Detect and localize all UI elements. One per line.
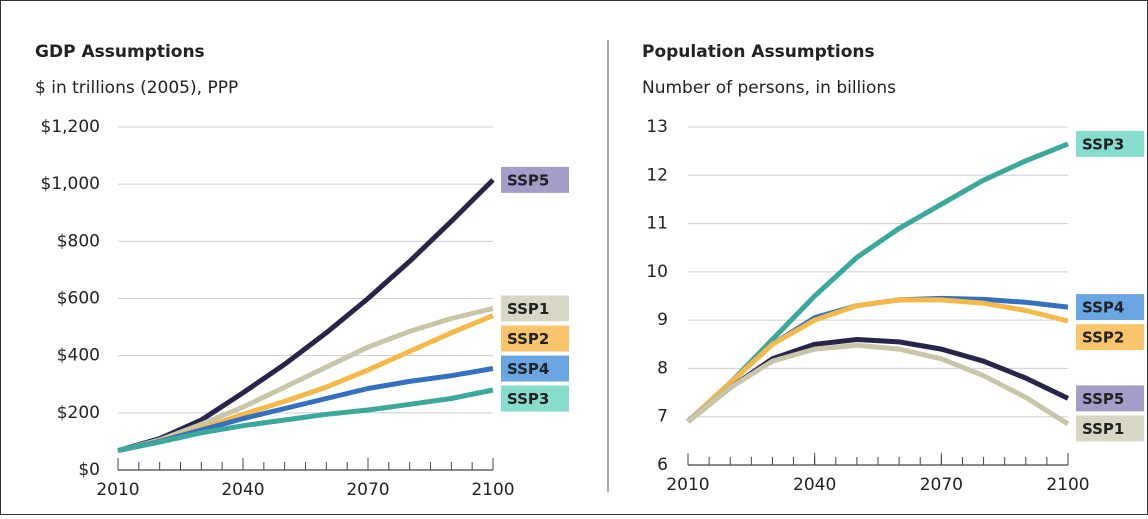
chart-subtitle: Number of persons, in billions [642,78,896,98]
y-tick-label: $400 [57,346,100,366]
legend-label: SSP4 [507,360,549,378]
y-tick-label: $1,000 [41,174,100,194]
legend-swatch [501,355,569,382]
legend-swatch [1076,324,1144,351]
series-line [686,342,1070,427]
legend-label: SSP4 [1082,299,1124,317]
y-tick-label: 10 [646,262,668,282]
x-tick-label: 2040 [793,475,836,495]
legend-label: SSP5 [1082,390,1124,408]
x-tick-label: 2010 [96,480,139,500]
legend-label: SSP2 [1082,329,1124,347]
y-tick-label: 6 [657,455,668,475]
legend-swatch [1076,294,1144,321]
legend-label: SSP1 [1082,420,1124,438]
legend-swatch [1076,385,1144,412]
x-tick-label: 2070 [920,475,963,495]
chart-subtitle: $ in trillions (2005), PPP [35,78,238,98]
x-tick-label: 2100 [1046,475,1089,495]
x-tick-label: 2100 [471,480,514,500]
legend-swatch [501,325,569,352]
series-line [686,297,1069,424]
legend-swatch [1076,415,1144,442]
y-tick-label: 11 [646,214,668,234]
x-tick-label: 2010 [666,475,709,495]
legend-swatch [501,295,569,322]
y-tick-label: $200 [57,403,100,423]
x-tick-label: 2040 [221,480,264,500]
legend-label: SSP3 [1082,135,1124,153]
legend-label: SSP2 [507,330,549,348]
x-tick-label: 2070 [346,480,389,500]
series-line [117,178,495,454]
legend-swatch [501,166,569,193]
y-tick-label: $1,200 [41,117,100,137]
y-tick-label: 9 [657,310,668,330]
legend-swatch [501,385,569,412]
chart-title: GDP Assumptions [35,42,205,62]
y-tick-label: 7 [657,407,668,427]
chart-title: Population Assumptions [642,42,875,62]
legend-label: SSP3 [507,390,549,408]
y-tick-label: $600 [57,289,100,309]
y-tick-label: 12 [646,165,668,185]
legend-label: SSP5 [507,171,549,189]
series-line [117,306,494,454]
y-tick-label: 8 [657,358,668,378]
y-tick-label: $800 [57,231,100,251]
y-tick-label: 13 [646,117,668,137]
y-tick-label: $0 [78,460,100,480]
series-line [117,387,494,454]
legend-label: SSP1 [507,300,549,318]
legend-swatch [1076,130,1144,157]
